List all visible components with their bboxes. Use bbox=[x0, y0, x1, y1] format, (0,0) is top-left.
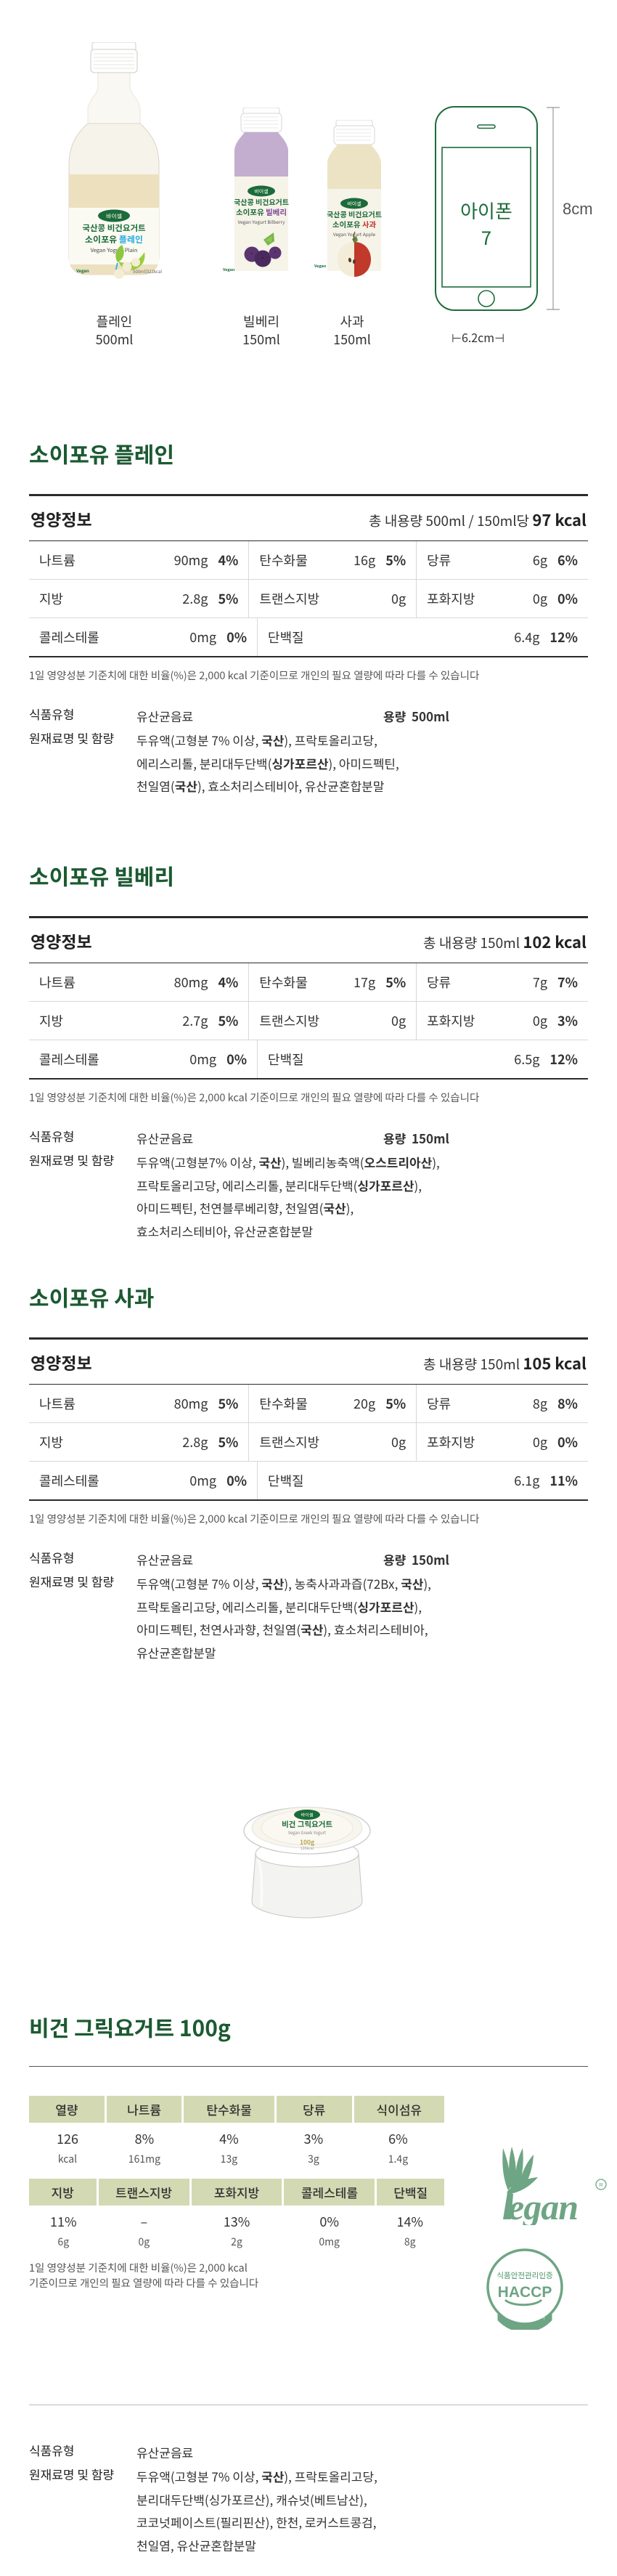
svg-text:비건 그릭요거트: 비건 그릭요거트 bbox=[282, 1819, 332, 1830]
svg-text:8cm: 8cm bbox=[563, 200, 593, 218]
svg-text:식품의약품안전처: 식품의약품안전처 bbox=[504, 2313, 544, 2321]
svg-text:Vegan Yogurt Bilberry: Vegan Yogurt Bilberry bbox=[238, 218, 286, 225]
svg-text:바이셀: 바이셀 bbox=[106, 213, 122, 221]
svg-text:egan: egan bbox=[508, 2187, 578, 2225]
svg-text:바이셀: 바이셀 bbox=[254, 188, 268, 195]
svg-text:소이포유 빌베리: 소이포유 빌베리 bbox=[236, 207, 287, 218]
svg-text:Vegan Greek Yogurt: Vegan Greek Yogurt bbox=[288, 1829, 327, 1836]
svg-text:아이폰: 아이폰 bbox=[460, 197, 512, 224]
svg-text:R: R bbox=[599, 2182, 603, 2188]
svg-text:소이포유 플레인: 소이포유 플레인 bbox=[85, 233, 143, 246]
svg-text:국산콩 비건요거트: 국산콩 비건요거트 bbox=[327, 208, 382, 219]
svg-text:126kcal: 126kcal bbox=[301, 1846, 314, 1851]
svg-text:식품안전관리인증: 식품안전관리인증 bbox=[497, 2270, 553, 2281]
svg-text:500ml|322kcal: 500ml|322kcal bbox=[133, 268, 162, 275]
svg-text:소이포유 사과: 소이포유 사과 bbox=[332, 219, 377, 230]
svg-text:Vegan Yogurt Plain: Vegan Yogurt Plain bbox=[91, 246, 138, 254]
svg-text:바이셀: 바이셀 bbox=[301, 1812, 313, 1818]
svg-text:Vegan: Vegan bbox=[222, 267, 235, 272]
svg-text:7: 7 bbox=[481, 224, 491, 251]
svg-text:HACCP: HACCP bbox=[498, 2284, 552, 2301]
svg-text:국산콩 비건요거트: 국산콩 비건요거트 bbox=[234, 196, 289, 207]
svg-text:바이셀: 바이셀 bbox=[347, 201, 361, 208]
svg-text:국산콩 비건요거트: 국산콩 비건요거트 bbox=[82, 222, 146, 234]
svg-text:Vegan: Vegan bbox=[75, 267, 89, 274]
svg-text:Vegan: Vegan bbox=[314, 263, 327, 269]
